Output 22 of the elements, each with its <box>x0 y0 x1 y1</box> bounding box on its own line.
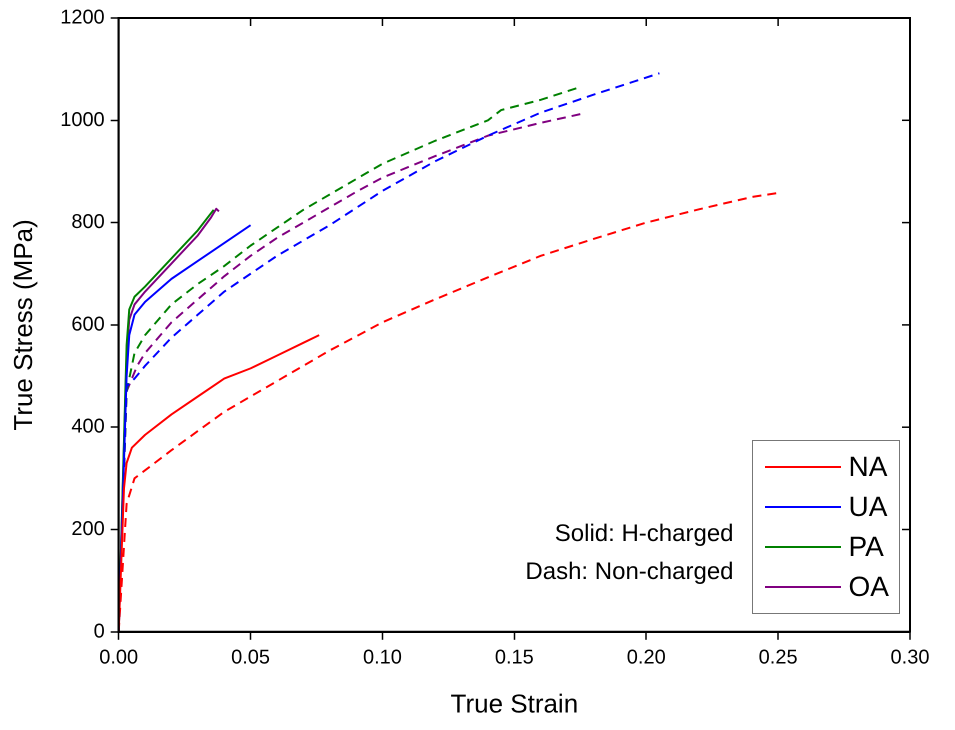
legend-label: UA <box>848 490 888 523</box>
y-tick-label: 1000 <box>60 108 105 131</box>
y-tick-label: 0 <box>94 620 105 642</box>
y-tick-label: 1200 <box>60 6 105 29</box>
x-tick-label: 0.10 <box>362 646 402 668</box>
annotation: Solid: H-charged <box>554 520 734 548</box>
legend-label: OA <box>848 570 889 603</box>
x-tick-label: 0.00 <box>99 646 138 668</box>
legend-label: PA <box>848 530 884 563</box>
x-tick-label: 0.30 <box>890 646 930 668</box>
y-tick-label: 800 <box>71 211 105 234</box>
x-axis-title: True Strain <box>450 688 578 719</box>
x-tick-label: 0.05 <box>231 646 270 668</box>
x-tick-label: 0.15 <box>494 646 534 668</box>
y-tick-label: 200 <box>71 518 105 540</box>
x-tick-label: 0.20 <box>626 646 666 668</box>
legend-label: NA <box>848 450 888 483</box>
y-axis-title: True Stress (MPa) <box>8 219 38 431</box>
annotation: Dash: Non-charged <box>525 558 734 586</box>
y-tick-label: 400 <box>71 416 105 438</box>
x-tick-label: 0.25 <box>758 646 798 668</box>
y-tick-label: 600 <box>71 313 105 336</box>
